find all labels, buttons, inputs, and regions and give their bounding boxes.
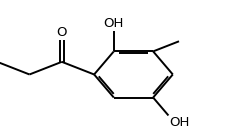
Text: OH: OH xyxy=(103,17,123,30)
Text: OH: OH xyxy=(169,116,189,129)
Text: O: O xyxy=(56,26,67,39)
